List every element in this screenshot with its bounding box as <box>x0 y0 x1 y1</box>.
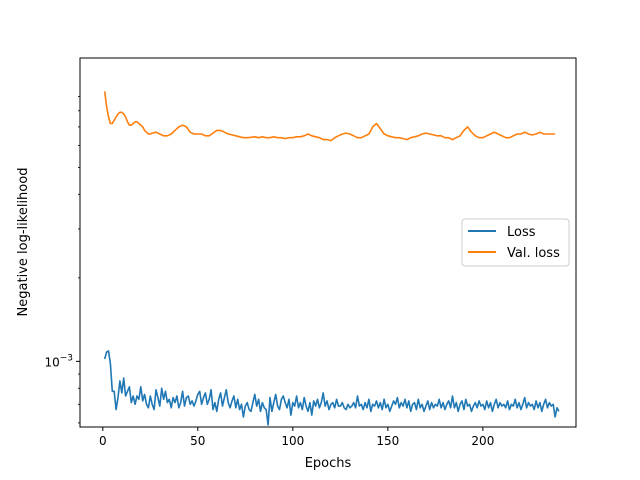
x-tick-label: 150 <box>376 434 399 448</box>
axes-layer <box>79 57 577 428</box>
axes-frame <box>79 57 577 428</box>
legend-label-loss: Loss <box>507 225 536 240</box>
x-tick-label: 200 <box>471 434 494 448</box>
y-axis-label: Negative log-likelihood <box>16 168 31 317</box>
x-axis-label: Epochs <box>305 456 352 471</box>
legend: Loss Val. loss <box>461 218 570 267</box>
series-line-loss <box>103 350 560 426</box>
series-layer <box>103 91 560 426</box>
x-tick-label: 0 <box>99 434 107 448</box>
legend-label-val-loss: Val. loss <box>507 246 560 261</box>
series-line-val-loss <box>103 91 556 142</box>
x-tick-label: 100 <box>281 434 304 448</box>
y-tick-label: 10−3 <box>44 353 73 369</box>
x-tick-label: 50 <box>190 434 205 448</box>
ticks-layer: 0 50 100 150 200 10−3 <box>44 96 494 448</box>
